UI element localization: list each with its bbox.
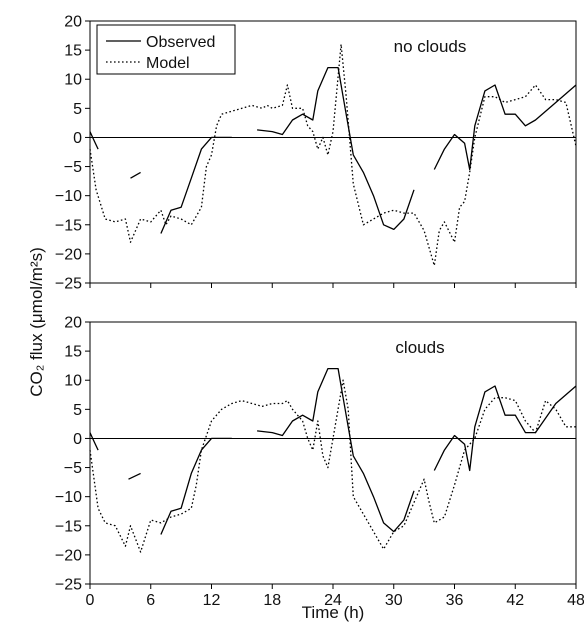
series-observed-line — [160, 437, 232, 535]
series-observed-line — [89, 432, 99, 451]
y-tick-label: −25 — [55, 276, 82, 293]
series-observed-line — [160, 136, 232, 234]
y-tick-label: −15 — [55, 518, 82, 535]
y-tick-label: 15 — [64, 344, 82, 361]
y-tick-label: 5 — [73, 402, 82, 419]
y-tick-label: 5 — [73, 101, 82, 118]
x-tick-label: 42 — [506, 592, 524, 609]
y-tick-label: 20 — [64, 14, 82, 31]
panel-label: no clouds — [394, 37, 467, 56]
y-tick-label: 0 — [73, 431, 82, 448]
x-tick-label: 36 — [446, 592, 464, 609]
y-tick-label: −10 — [55, 489, 82, 506]
y-tick-label: −10 — [55, 188, 82, 205]
series-observed-line — [257, 66, 415, 231]
x-axis-label: Time (h) — [302, 603, 365, 622]
series-observed-line — [128, 472, 141, 480]
y-tick-label: 15 — [64, 43, 82, 60]
y-tick-label: 0 — [73, 130, 82, 147]
series-observed-line — [433, 84, 577, 171]
series-model-line — [89, 43, 577, 267]
x-tick-label: 24 — [324, 592, 342, 609]
chart-panel-1: 20 15 10 5 0 −5 −10 −15 −20 −25 no clouds — [55, 14, 577, 293]
x-tick-label: 0 — [86, 592, 95, 609]
series-observed-line — [89, 131, 99, 150]
series-observed-line — [433, 385, 577, 472]
series-model-line — [89, 379, 576, 553]
panel-label: clouds — [395, 338, 444, 357]
y-tick-label: −15 — [55, 217, 82, 234]
x-tick-label: 6 — [146, 592, 155, 609]
y-tick-label: 20 — [64, 315, 82, 332]
y-tick-label: 10 — [64, 373, 82, 390]
y-tick-label: −20 — [55, 246, 82, 263]
legend: Observed Model — [96, 24, 236, 75]
y-tick-label: −25 — [55, 577, 82, 594]
legend-box — [96, 24, 236, 75]
y-tick-label: −5 — [64, 460, 82, 477]
legend-label-observed: Observed — [146, 34, 215, 51]
y-tick-label: 10 — [64, 72, 82, 89]
x-tick-label: 18 — [263, 592, 281, 609]
series-observed-line — [257, 367, 415, 533]
x-tick-label: 30 — [385, 592, 403, 609]
legend-label-model: Model — [146, 55, 190, 72]
y-tick-label: −20 — [55, 547, 82, 564]
y-tick-label: −5 — [64, 159, 82, 176]
series-observed-line — [130, 171, 141, 179]
x-tick-label: 48 — [567, 592, 584, 609]
x-tick-label: 12 — [203, 592, 221, 609]
plot-frame — [89, 321, 577, 585]
y-axis-label: CO₂ flux (μmol/m²s) — [27, 247, 46, 397]
